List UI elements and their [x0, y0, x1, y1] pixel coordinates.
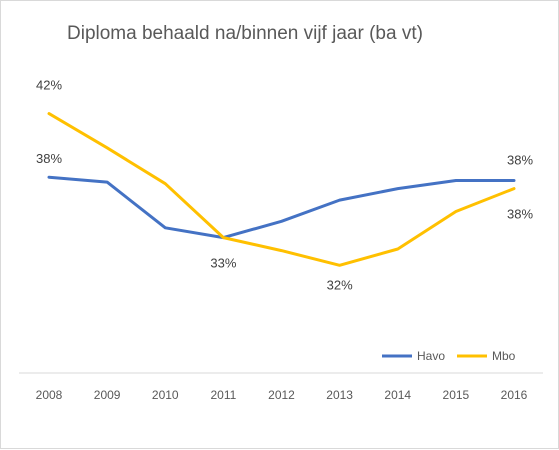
x-tick-label: 2010	[152, 388, 179, 402]
x-tick-label: 2014	[384, 388, 411, 402]
x-tick-label: 2012	[268, 388, 295, 402]
series-layer	[47, 112, 516, 267]
x-tick-label: 2009	[94, 388, 121, 402]
data-label-mbo-2008: 42%	[36, 78, 62, 93]
legend-label-mbo: Mbo	[492, 349, 516, 363]
series-line-havo	[47, 175, 516, 240]
data-label-havo-2016: 38%	[507, 152, 533, 167]
data-label-havo-2008: 38%	[36, 151, 62, 166]
data-label-layer: 38% 42% 33% 32% 38% 38%	[36, 78, 533, 293]
chart-title: Diploma behaald na/binnen vijf jaar (ba …	[67, 23, 423, 44]
x-tick-label: 2015	[443, 388, 470, 402]
series-line-mbo	[47, 112, 516, 267]
data-label-havo-2011: 33%	[210, 256, 236, 271]
x-tick-label: 2016	[501, 388, 528, 402]
x-tick-layer: 2008 2009 2010 2011 2012 2013 2014 2015 2016	[36, 388, 528, 402]
x-tick-label: 2008	[36, 388, 63, 402]
data-label-mbo-2013: 32%	[327, 277, 353, 292]
legend-label-havo: Havo	[417, 349, 445, 363]
x-tick-label: 2011	[210, 388, 236, 402]
legend: Havo Mbo	[382, 349, 516, 363]
data-label-mbo-2016: 38%	[507, 207, 533, 222]
x-tick-label: 2013	[326, 388, 353, 402]
